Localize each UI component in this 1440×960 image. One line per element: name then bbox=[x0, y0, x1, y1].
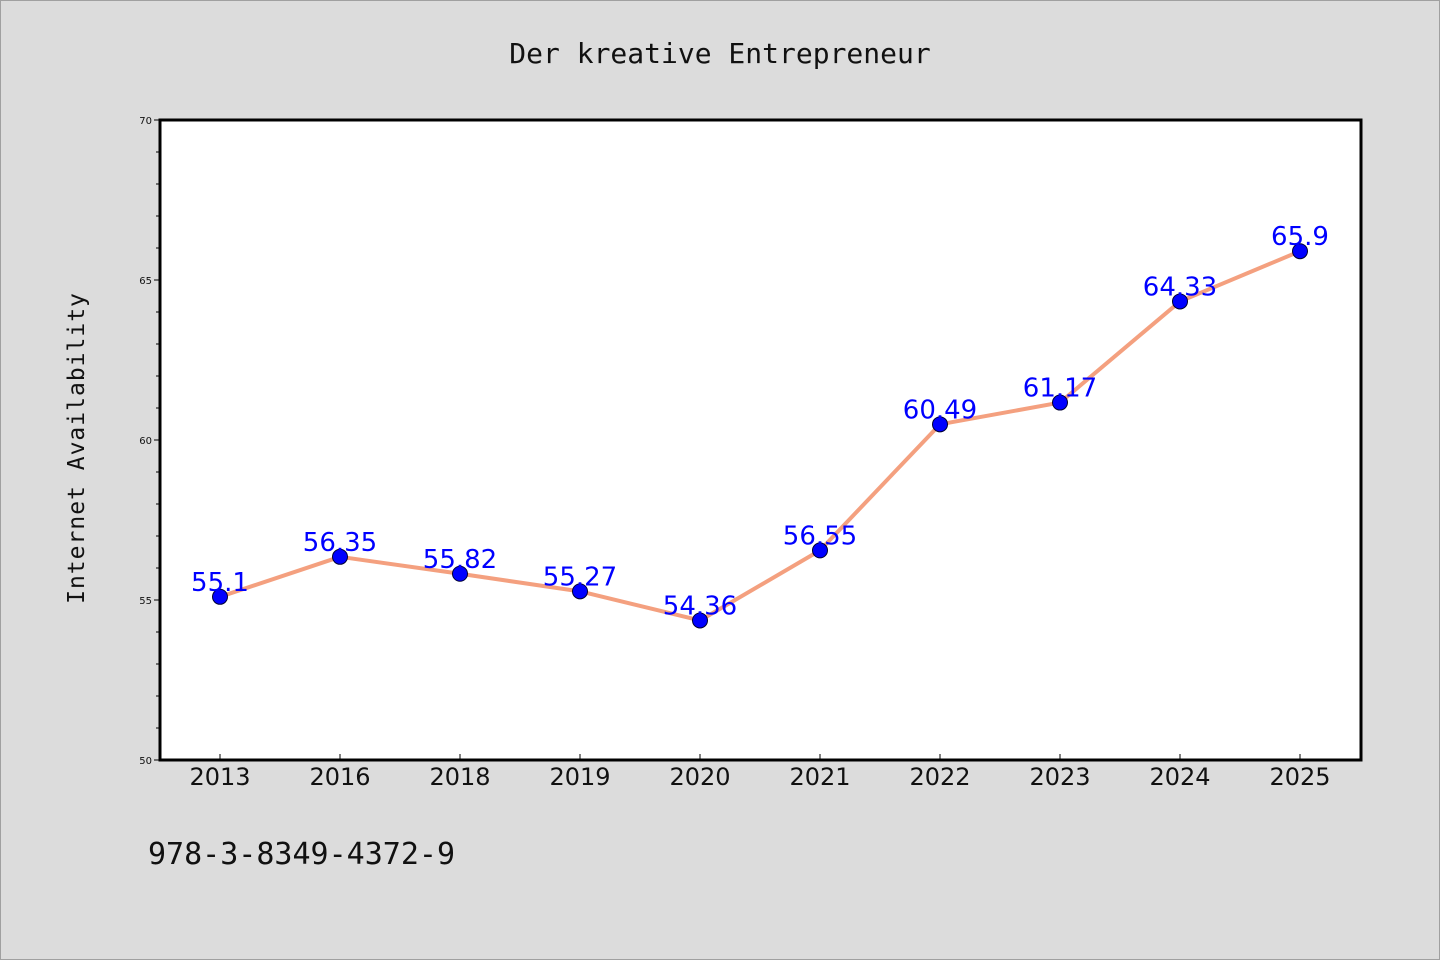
data-label: 54.36 bbox=[663, 591, 737, 621]
plot-area bbox=[158, 118, 1363, 762]
isbn-text: 978-3-8349-4372-9 bbox=[148, 837, 455, 872]
data-point bbox=[452, 565, 468, 582]
data-label: 65.9 bbox=[1271, 222, 1329, 252]
x-tick-label: 2018 bbox=[429, 763, 490, 791]
data-labels: 55.1 56.35 55.82 55.27 54.36 56.55 60.49 61.17 6… bbox=[191, 222, 1329, 621]
data-label: 61.17 bbox=[1023, 374, 1097, 404]
data-point bbox=[332, 548, 348, 565]
y-axis-label: Internet Availability bbox=[64, 292, 90, 604]
data-label: 64.33 bbox=[1143, 272, 1217, 302]
data-markers bbox=[212, 243, 1308, 629]
data-label: 55.82 bbox=[423, 545, 497, 575]
x-tick-label: 2013 bbox=[189, 763, 250, 791]
x-tick-label: 2025 bbox=[1269, 763, 1330, 791]
series-line-group bbox=[218, 249, 1302, 623]
x-tick-label: 2016 bbox=[309, 763, 370, 791]
y-tick-label: 65 bbox=[139, 276, 152, 287]
data-point bbox=[1172, 293, 1188, 310]
data-point bbox=[212, 588, 228, 605]
chart-title: Der kreative Entrepreneur bbox=[509, 37, 930, 70]
data-label: 55.1 bbox=[191, 568, 249, 598]
data-point bbox=[812, 542, 828, 559]
data-point bbox=[932, 416, 948, 433]
data-point bbox=[572, 583, 588, 600]
x-axis-ticks: 2013 2016 2018 2019 2020 2021 2022 2023 2024 2025 bbox=[189, 754, 1331, 791]
data-point bbox=[1052, 394, 1068, 411]
data-label: 56.35 bbox=[303, 528, 377, 558]
data-label: 55.27 bbox=[543, 562, 617, 592]
series-line bbox=[218, 249, 1302, 623]
y-tick-label: 55 bbox=[139, 596, 152, 607]
x-tick-label: 2022 bbox=[909, 763, 970, 791]
x-tick-label: 2024 bbox=[1149, 763, 1210, 791]
data-point bbox=[692, 612, 708, 629]
y-tick-label: 50 bbox=[139, 756, 152, 767]
x-tick-label: 2020 bbox=[669, 763, 730, 791]
y-tick-label: 70 bbox=[139, 116, 152, 127]
data-label: 56.55 bbox=[783, 521, 857, 551]
data-point bbox=[1292, 243, 1308, 260]
x-tick-label: 2019 bbox=[549, 763, 610, 791]
y-axis-ticks: 50 55 60 65 70 bbox=[139, 116, 160, 767]
y-tick-label: 60 bbox=[139, 436, 152, 447]
x-tick-label: 2023 bbox=[1029, 763, 1090, 791]
x-tick-label: 2021 bbox=[789, 763, 850, 791]
data-label: 60.49 bbox=[903, 395, 977, 425]
